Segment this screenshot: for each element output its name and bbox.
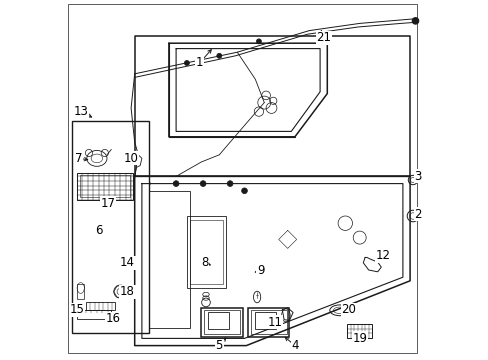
Circle shape (144, 181, 150, 186)
Bar (77, 310, 111, 319)
Bar (80, 175, 130, 197)
Text: 16: 16 (105, 312, 121, 325)
Bar (186, 216, 226, 288)
Circle shape (200, 181, 205, 186)
Text: 21: 21 (316, 31, 330, 44)
Bar (147, 191, 190, 328)
Text: 20: 20 (341, 303, 356, 316)
Bar (72, 121, 149, 333)
Circle shape (173, 181, 179, 186)
Text: 17: 17 (100, 197, 115, 210)
Bar (77, 284, 84, 299)
Text: 1: 1 (195, 57, 203, 69)
Circle shape (184, 60, 189, 66)
Text: 8: 8 (201, 256, 208, 269)
Text: 2: 2 (413, 208, 421, 221)
Text: 5: 5 (215, 339, 223, 352)
Text: 4: 4 (290, 339, 298, 352)
Bar (346, 324, 371, 338)
Bar (254, 312, 276, 329)
Text: 10: 10 (123, 152, 138, 165)
Circle shape (216, 53, 222, 58)
Text: 18: 18 (120, 285, 135, 298)
Circle shape (411, 18, 418, 24)
Text: 7: 7 (75, 152, 82, 165)
Circle shape (241, 188, 247, 194)
Text: 6: 6 (95, 224, 102, 237)
Text: 14: 14 (120, 256, 135, 269)
Text: 11: 11 (267, 316, 282, 329)
Bar (207, 312, 229, 329)
Text: 9: 9 (256, 264, 264, 276)
Text: 13: 13 (73, 105, 88, 118)
Bar (190, 220, 223, 284)
Bar (86, 302, 115, 310)
Text: 15: 15 (69, 303, 84, 316)
Circle shape (256, 39, 261, 44)
Bar (77, 173, 133, 200)
Bar (250, 310, 286, 334)
Bar (201, 308, 242, 337)
Text: 3: 3 (413, 170, 421, 183)
Circle shape (227, 181, 232, 186)
Bar (204, 310, 240, 334)
Bar (247, 308, 289, 337)
Text: 12: 12 (375, 249, 390, 262)
Text: 19: 19 (351, 332, 366, 345)
